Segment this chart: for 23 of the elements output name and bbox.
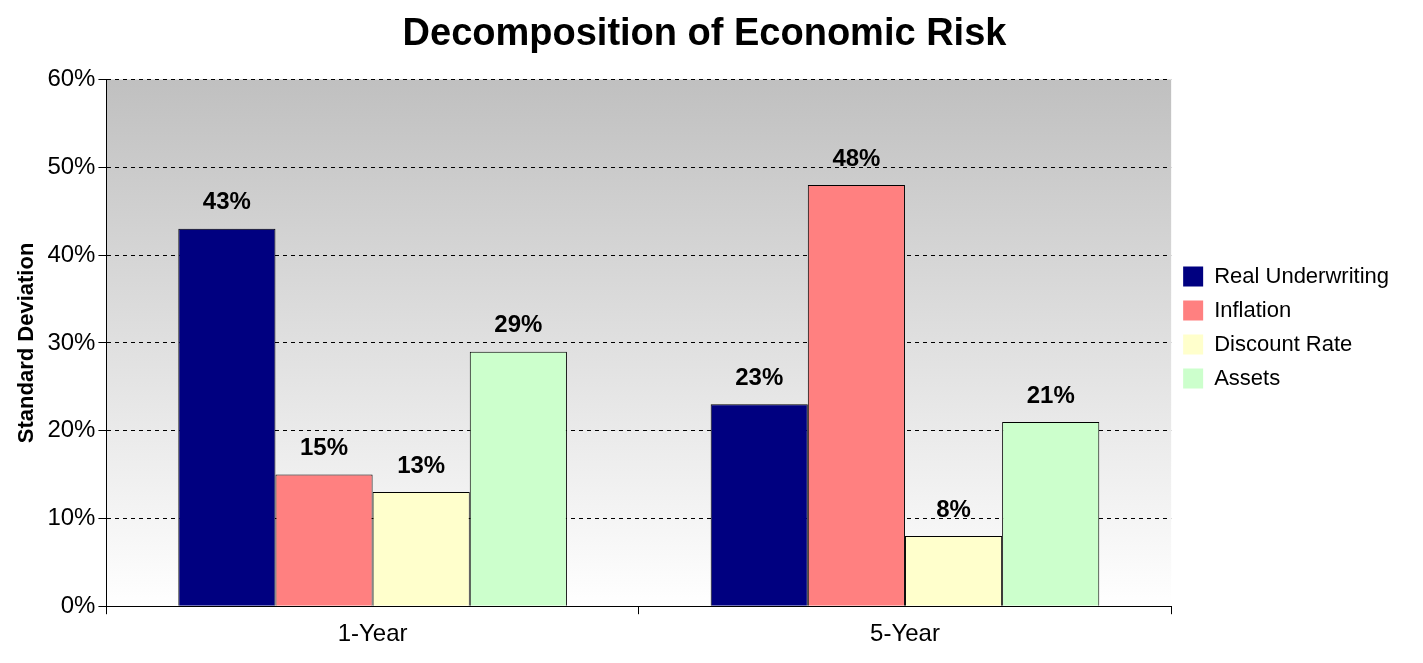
data-label: 21% bbox=[1026, 380, 1075, 408]
y-tick-label: 60% bbox=[47, 64, 96, 92]
y-tick-label: 50% bbox=[47, 151, 96, 179]
y-axis-title: Standard Deviation bbox=[13, 242, 39, 444]
data-label: 23% bbox=[735, 362, 784, 390]
x-tick-label: 5-Year bbox=[870, 619, 940, 647]
data-label: 15% bbox=[300, 433, 349, 461]
x-tick-label: 1-Year bbox=[337, 619, 408, 647]
data-label: 8% bbox=[936, 494, 971, 522]
y-tick-label: 20% bbox=[47, 415, 96, 443]
legend-label: Real Underwriting bbox=[1214, 262, 1390, 288]
y-tick-label: 10% bbox=[47, 503, 96, 531]
y-tick-label: 30% bbox=[47, 327, 96, 355]
legend-label: Inflation bbox=[1214, 296, 1292, 322]
data-label: 13% bbox=[397, 450, 446, 478]
chart-title: Decomposition of Economic Risk bbox=[402, 11, 1008, 54]
data-label: 43% bbox=[202, 187, 251, 215]
legend-label: Assets bbox=[1214, 364, 1281, 390]
data-label: 48% bbox=[832, 143, 881, 171]
data-label: 29% bbox=[494, 310, 543, 338]
legend-label: Discount Rate bbox=[1214, 330, 1353, 356]
y-tick-label: 0% bbox=[60, 590, 96, 618]
y-tick-label: 40% bbox=[47, 239, 96, 267]
